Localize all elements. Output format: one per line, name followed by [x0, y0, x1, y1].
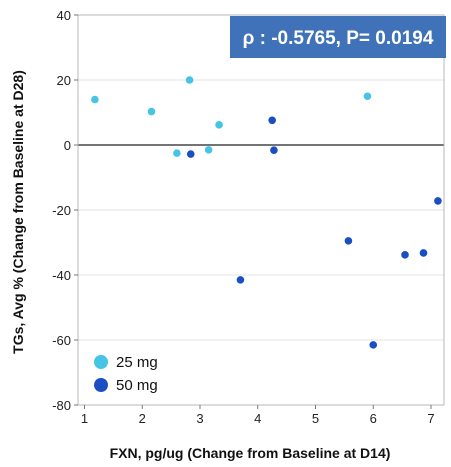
y-tick-label: -40 [52, 268, 71, 283]
x-tick-label: 4 [254, 411, 261, 426]
data-point-50mg [270, 146, 278, 154]
annotation-text: ρ : -0.5765, P= 0.0194 [243, 28, 434, 49]
data-point-25mg [363, 92, 372, 101]
x-tick-label: 7 [427, 411, 434, 426]
legend: 25 mg 50 mg [94, 354, 158, 394]
y-tick-label: -60 [52, 333, 71, 348]
data-point-25mg [204, 146, 213, 154]
y-axis-title: TGs, Avg % (Change from Baseline at D28) [10, 70, 26, 354]
data-point-25mg [185, 76, 194, 84]
x-tick-label: 1 [81, 411, 88, 426]
x-axis-ticks: 1 2 3 4 5 6 7 [81, 405, 435, 426]
y-tick-label: 20 [57, 73, 71, 88]
correlation-annotation: ρ : -0.5765, P= 0.0194 [230, 16, 446, 58]
x-tick-label: 3 [196, 411, 203, 426]
annotation-box [230, 16, 446, 58]
y-tick-label: -80 [52, 398, 71, 413]
x-axis-title: FXN, pg/ug (Change from Baseline at D14) [110, 445, 391, 461]
data-point-50mg [434, 197, 442, 205]
y-tick-label: 40 [57, 8, 71, 23]
data-point-50mg [236, 276, 245, 284]
x-tick-label: 6 [370, 411, 377, 426]
data-point-25mg [147, 107, 156, 116]
x-tick-label: 5 [312, 411, 319, 426]
legend-marker-50mg [94, 378, 108, 392]
data-points [91, 76, 442, 349]
y-tick-label: 0 [64, 138, 71, 153]
data-point-25mg [173, 149, 181, 157]
data-point-50mg [401, 251, 409, 259]
data-point-50mg [268, 116, 276, 125]
data-point-50mg [344, 237, 353, 245]
data-point-25mg [215, 121, 223, 129]
data-point-50mg [419, 249, 428, 257]
legend-label-25mg: 25 mg [116, 354, 158, 371]
gridlines [78, 14, 444, 406]
data-point-50mg [369, 341, 378, 349]
x-tick-label: 2 [139, 411, 146, 426]
data-point-25mg [91, 95, 99, 104]
legend-marker-25mg [94, 355, 108, 369]
data-point-50mg [186, 150, 195, 158]
y-tick-label: -20 [52, 203, 71, 218]
y-axis-ticks: 40 20 0 -20 -40 -60 -80 [52, 8, 78, 413]
legend-label-50mg: 50 mg [116, 377, 158, 394]
